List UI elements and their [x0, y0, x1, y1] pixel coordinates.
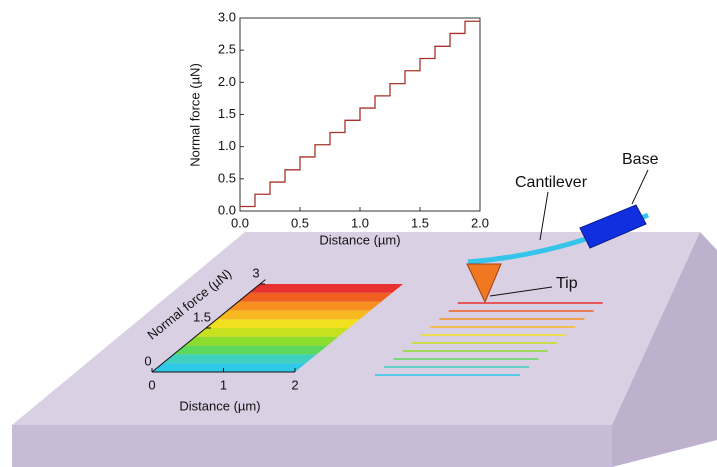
step-line	[240, 20, 480, 208]
y-tick-label: 0.5	[218, 170, 236, 185]
inset-stripe	[206, 319, 360, 328]
slab-top	[12, 232, 700, 425]
x-axis-label: Distance (µm)	[319, 232, 400, 247]
inset-stripe	[152, 363, 306, 372]
inset-y-tick-label: 1.5	[193, 309, 211, 324]
inset-stripe	[184, 336, 339, 346]
inset-x-tick-label: 2	[291, 377, 298, 392]
base-leader	[631, 169, 649, 205]
y-tick-label: 0.0	[218, 202, 236, 217]
inset-stripe	[238, 292, 393, 302]
inset-stripe	[227, 301, 382, 311]
y-tick-label: 2.5	[218, 42, 236, 57]
inset-x-tick-label: 0	[148, 377, 155, 392]
inset-stripe	[195, 328, 349, 337]
y-tick-label: 1.5	[218, 106, 236, 121]
tip	[466, 263, 502, 304]
tip-leader	[489, 286, 553, 297]
y-tick-label: 2.0	[218, 74, 236, 89]
tip-label: Tip	[556, 275, 578, 292]
base-label: Base	[622, 151, 659, 168]
inset-stripe	[162, 354, 317, 364]
slab-front	[12, 425, 612, 467]
x-tick-label: 2.0	[471, 215, 489, 230]
x-tick-label: 1.0	[351, 215, 369, 230]
inset-stripe	[216, 310, 371, 320]
inset-y-tick-label: 3	[252, 265, 259, 280]
y-tick-label: 3.0	[218, 9, 236, 24]
y-tick-label: 1.0	[218, 138, 236, 153]
inset-y-axis	[151, 279, 266, 373]
inset-x-label: Distance (µm)	[179, 398, 260, 413]
plot-frame	[239, 17, 481, 212]
x-tick-label: 0.0	[231, 215, 249, 230]
cantilever-label: Cantilever	[515, 174, 588, 191]
x-tick-label: 0.5	[291, 215, 309, 230]
base	[579, 204, 647, 249]
inset-y-tick-label: 0	[144, 353, 151, 368]
inset-x-tick-label: 1	[220, 377, 227, 392]
x-tick-label: 1.5	[411, 215, 429, 230]
inset-stripe	[173, 345, 328, 355]
slab-side	[612, 232, 717, 467]
y-axis-label: Normal force (µN)	[187, 63, 202, 167]
cantilever-leader	[539, 191, 549, 241]
inset-stripe	[249, 284, 403, 293]
